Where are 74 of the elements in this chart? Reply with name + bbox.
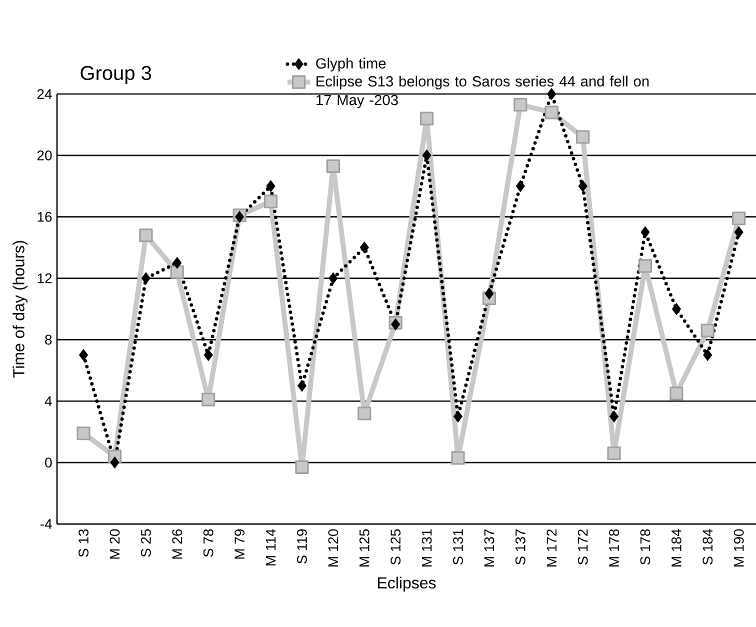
x-tick-label: S 131: [453, 529, 463, 565]
point: [297, 380, 307, 392]
point: [170, 265, 184, 279]
y-tick-label: -4: [40, 519, 52, 529]
point: [172, 256, 182, 269]
x-tick-label: M 114: [266, 529, 276, 566]
y-tick-label: 8: [45, 334, 52, 345]
point: [391, 318, 400, 330]
y-axis-title: Time of day (hours): [12, 240, 28, 378]
x-tick-label: M 190: [734, 529, 744, 566]
point: [672, 302, 682, 316]
point: [202, 392, 216, 406]
x-tick-label: M 178: [609, 529, 619, 566]
point: [422, 149, 432, 162]
point: [609, 410, 619, 423]
point: [76, 426, 90, 440]
point: [295, 460, 309, 474]
point: [139, 228, 153, 242]
point: [451, 451, 465, 465]
point: [141, 272, 151, 284]
point: [360, 241, 369, 254]
point: [264, 194, 278, 208]
y-tick-label: 20: [37, 150, 52, 160]
point: [576, 130, 590, 144]
point: [328, 272, 338, 284]
x-tick-label: S 78: [203, 529, 214, 557]
point: [544, 106, 558, 120]
x-tick-label: M 26: [172, 529, 182, 559]
y-tick-label: 12: [38, 273, 52, 284]
point: [420, 112, 434, 126]
x-tick-label: S 137: [515, 529, 526, 565]
point: [514, 98, 528, 112]
point: [607, 446, 621, 460]
point: [266, 180, 276, 192]
x-tick-label: S 178: [640, 529, 650, 565]
point: [732, 212, 746, 226]
x-tick-label: S 119: [297, 529, 307, 564]
x-tick-label: M 20: [110, 529, 120, 559]
x-tick-label: S 184: [702, 529, 713, 565]
point: [516, 180, 525, 192]
legend-label: Glyph time: [316, 58, 386, 72]
y-tick-label: 0: [45, 458, 52, 468]
x-tick-label: M 172: [546, 529, 556, 566]
point: [703, 348, 712, 362]
x-tick-label: M 131: [422, 529, 432, 566]
x-axis-title: Eclipses: [378, 576, 436, 592]
point: [484, 288, 494, 300]
x-tick-label: M 125: [359, 529, 370, 566]
point: [578, 180, 588, 192]
point: [453, 410, 463, 423]
point: [110, 456, 120, 469]
point: [78, 348, 88, 362]
point: [204, 348, 213, 362]
y-tick-label: 24: [37, 89, 52, 99]
point: [640, 226, 650, 238]
x-tick-label: S 13: [78, 529, 88, 557]
x-tick-label: M 120: [328, 529, 338, 566]
y-tick-label: 16: [38, 212, 52, 222]
point: [700, 324, 714, 338]
x-tick-label: M 79: [234, 529, 245, 559]
point: [670, 386, 684, 400]
x-tick-label: S 172: [578, 529, 588, 565]
x-tick-label: S 125: [390, 529, 401, 565]
x-tick-label: M 137: [484, 529, 494, 566]
point: [326, 159, 340, 173]
legend-label: Eclipse S13 belongs to Saros series 44 and fell on 17 May -203: [316, 76, 649, 108]
point: [734, 226, 744, 238]
chart-title: Group 3: [80, 66, 152, 84]
point: [358, 406, 372, 420]
y-tick-label: 4: [44, 396, 52, 406]
x-tick-label: S 25: [140, 529, 151, 557]
point: [638, 259, 652, 273]
x-tick-label: M 184: [671, 529, 682, 566]
point: [547, 88, 556, 100]
